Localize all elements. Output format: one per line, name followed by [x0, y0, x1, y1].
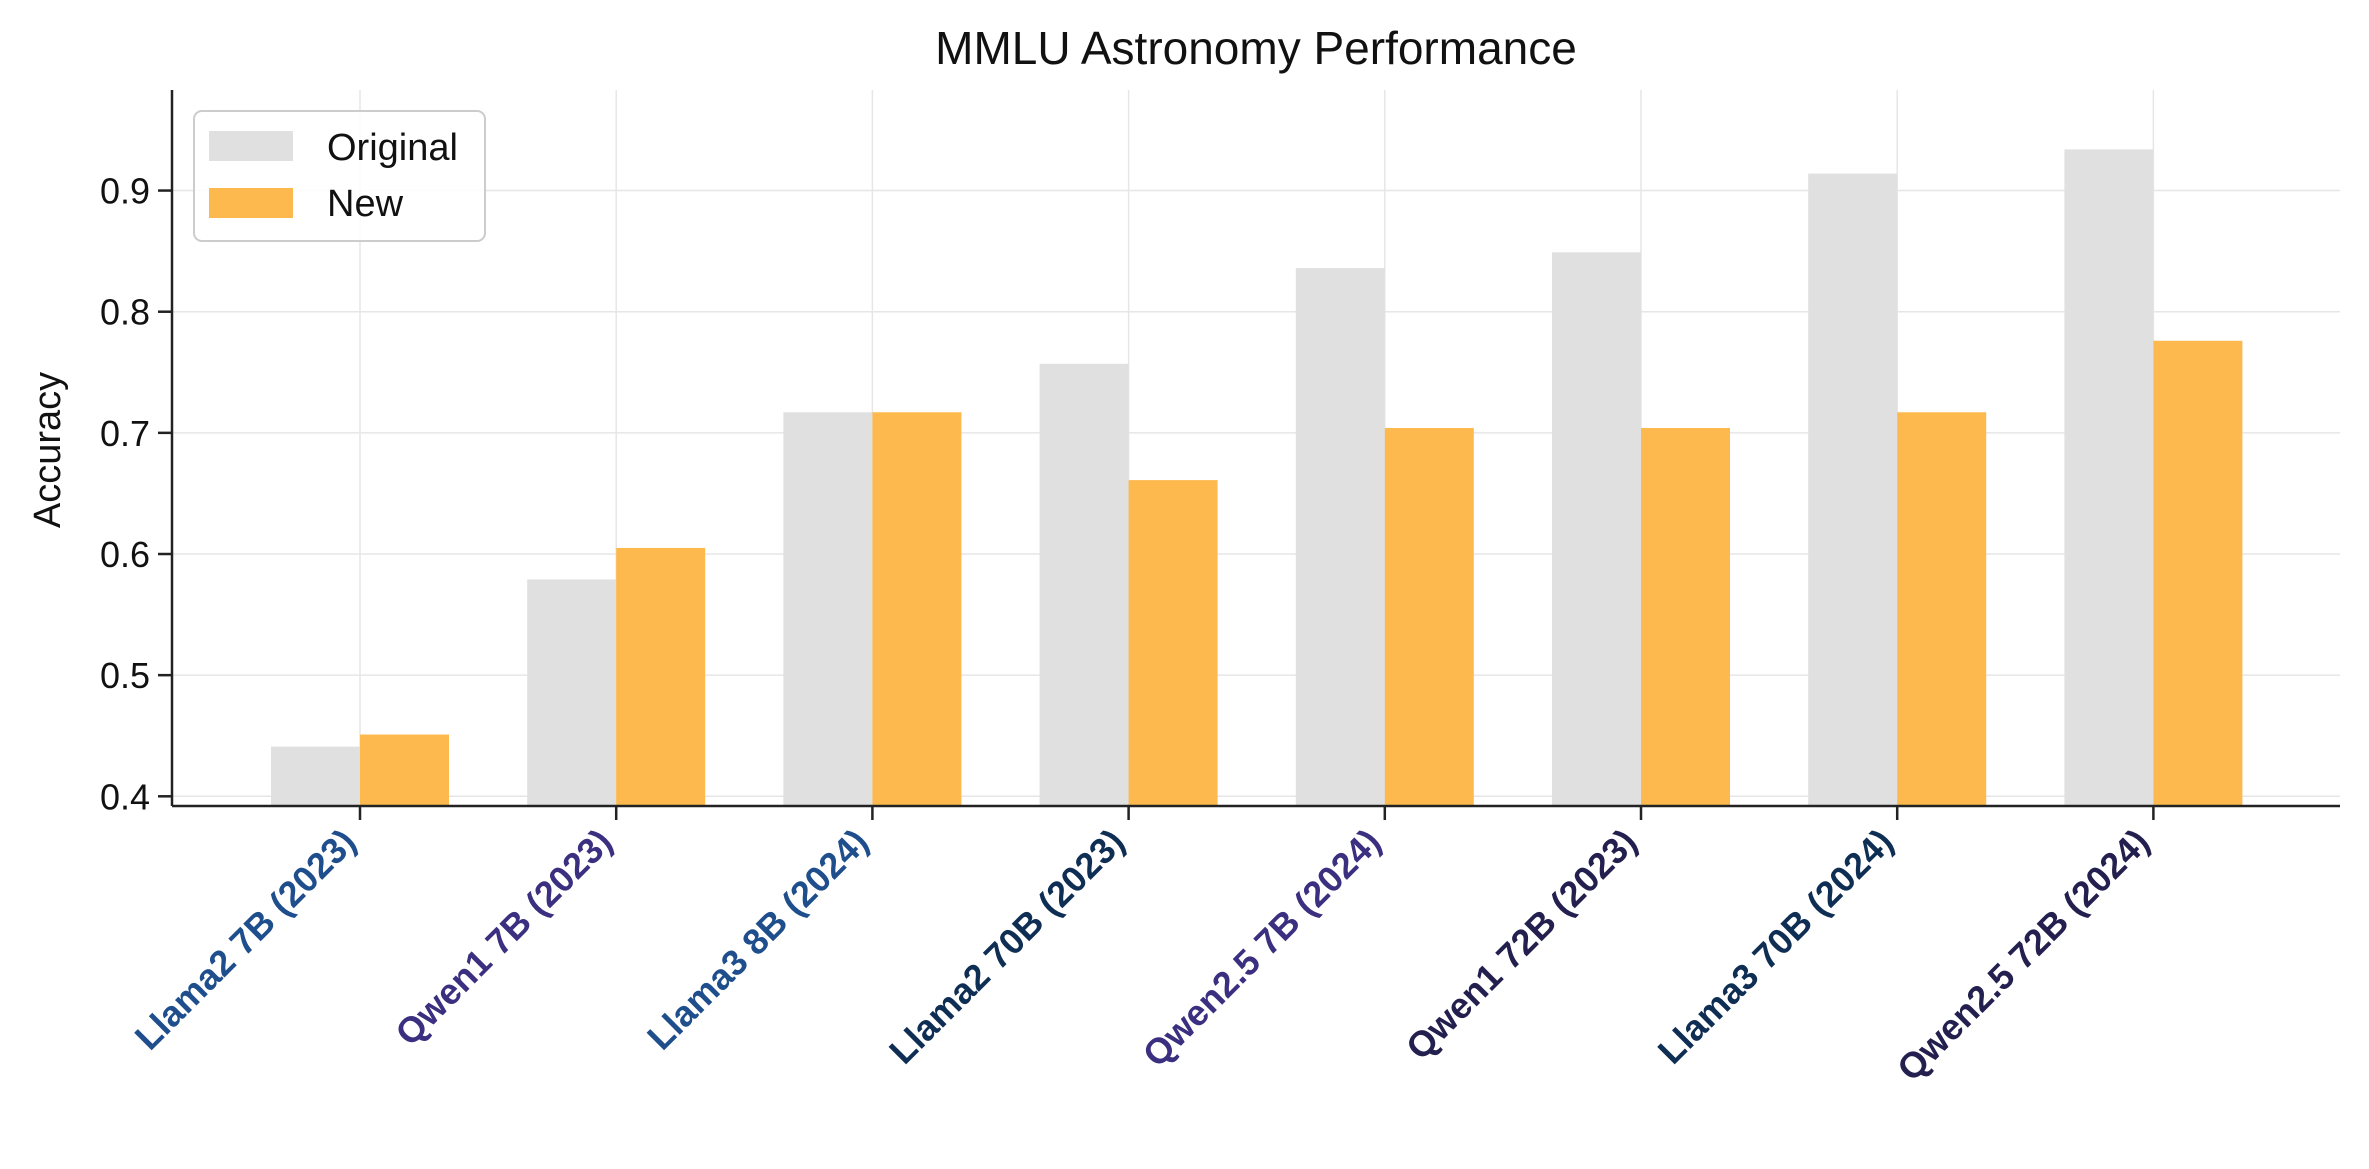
legend: Original New: [193, 110, 486, 242]
legend-swatch-new: [209, 188, 293, 218]
bar-new-4: [1384, 428, 1474, 806]
bar-original-3: [1039, 363, 1129, 806]
x-tick-label: Llama3 8B (2024): [639, 821, 876, 1058]
y-tick-label: 0.9: [100, 171, 150, 212]
y-axis-label: Accuracy: [27, 372, 69, 528]
x-tick-label: Qwen2.5 72B (2024): [1889, 821, 2157, 1089]
bar-original-0: [271, 746, 360, 806]
y-tick-label: 0.7: [100, 413, 150, 454]
bar-original-2: [783, 412, 873, 806]
bar-new-5: [1641, 428, 1730, 806]
y-tick-label: 0.4: [100, 776, 150, 817]
bar-new-7: [2153, 340, 2243, 806]
axes-layer: [170, 90, 2340, 808]
bar-new-1: [616, 547, 706, 806]
bar-new-6: [1897, 412, 1987, 806]
y-tick-label: 0.6: [100, 534, 150, 575]
bar-original-1: [527, 579, 617, 806]
chart-title: MMLU Astronomy Performance: [935, 22, 1577, 74]
x-tick-label: Qwen1 7B (2023): [387, 821, 620, 1054]
legend-label-original: Original: [327, 127, 458, 169]
x-tick-label: Qwen2.5 7B (2024): [1134, 821, 1388, 1075]
bar-new-0: [360, 734, 449, 806]
bar-original-6: [1808, 173, 1898, 807]
bar-new-2: [872, 412, 962, 806]
x-tick-label: Llama2 7B (2023): [127, 821, 364, 1058]
y-tick-label: 0.5: [100, 655, 150, 696]
bar-original-5: [1552, 252, 1641, 806]
bar-original-4: [1295, 268, 1385, 806]
grid-layer: [172, 90, 2340, 806]
bars-layer: [271, 149, 2243, 807]
legend-swatch-original: [209, 131, 293, 161]
x-tick-label: Qwen1 72B (2023): [1398, 821, 1645, 1068]
legend-label-new: New: [327, 183, 404, 225]
bar-new-3: [1128, 480, 1218, 806]
x-tick-label: Llama3 70B (2024): [1650, 821, 1901, 1072]
x-tick-label: Llama2 70B (2023): [881, 821, 1132, 1072]
y-tick-label: 0.8: [100, 292, 150, 333]
bar-original-7: [2064, 149, 2154, 807]
